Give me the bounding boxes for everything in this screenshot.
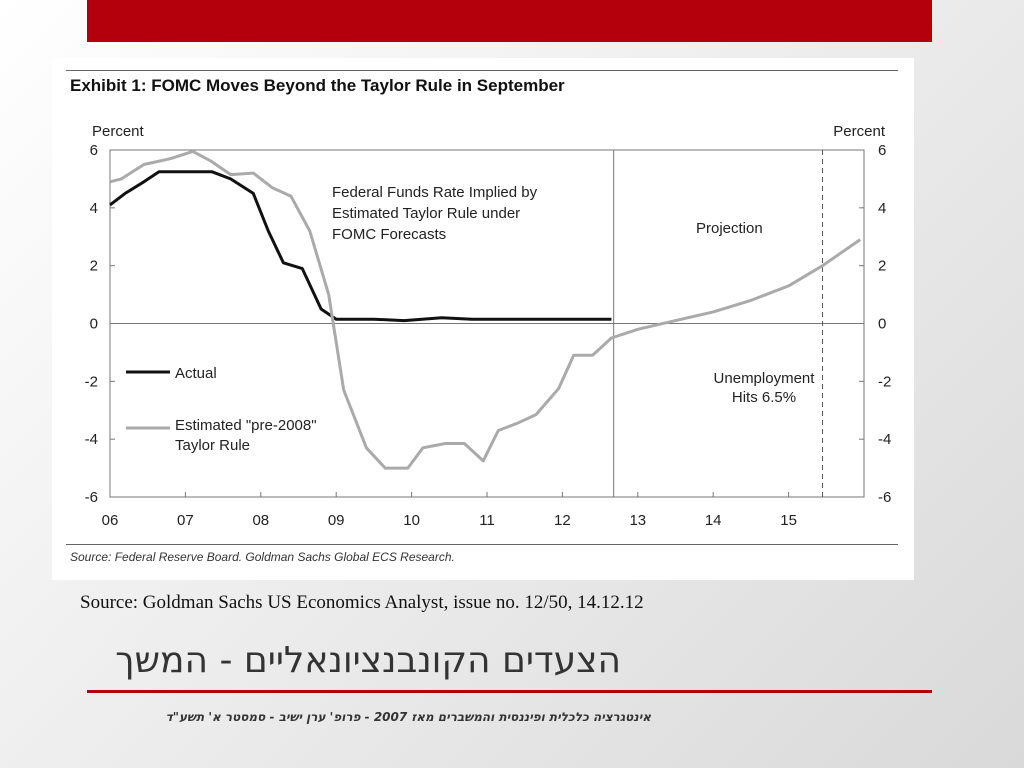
slide-title: הצעדים הקונבנציונאליים - המשך	[115, 640, 621, 681]
y-tick-label-left: -4	[85, 431, 98, 448]
x-tick-label: 11	[479, 512, 495, 529]
x-tick-label: 08	[252, 512, 269, 529]
x-tick-label: 12	[554, 512, 571, 529]
y-axis-label-right: Percent	[833, 123, 886, 140]
annotation-projection: Projection	[696, 220, 763, 237]
annotation-implied-line-1: Federal Funds Rate Implied by	[332, 184, 538, 201]
y-tick-label-left: -6	[85, 489, 98, 506]
y-tick-label-left: -2	[85, 373, 98, 390]
x-tick-label: 14	[705, 512, 722, 529]
y-tick-label-right: -6	[878, 489, 891, 506]
x-tick-label: 15	[780, 512, 797, 529]
slide-source-note: Source: Goldman Sachs US Economics Analy…	[80, 592, 644, 613]
series-line-actual	[109, 170, 612, 323]
slide-footer: אינטגרציה כלכלית ופיננסית והמשברים מאז 2…	[165, 710, 651, 724]
y-tick-label-right: -2	[878, 373, 891, 390]
y-tick-label-left: 6	[90, 142, 98, 159]
x-tick-label: 10	[403, 512, 420, 529]
exhibit-panel: Exhibit 1: FOMC Moves Beyond the Taylor …	[52, 58, 914, 580]
exhibit-top-rule	[66, 70, 898, 71]
legend-estimated-label-line-1: Estimated "pre-2008"	[175, 417, 317, 434]
y-tick-label-right: 0	[878, 316, 886, 333]
y-tick-label-right: 2	[878, 258, 886, 275]
legend-actual-label: Actual	[175, 365, 217, 382]
exhibit-bottom-rule	[66, 544, 898, 545]
annotation-implied-line-3: FOMC Forecasts	[332, 226, 446, 243]
x-tick-label: 06	[102, 512, 119, 529]
x-tick-label: 07	[177, 512, 194, 529]
legend-estimated-label-line-2: Taylor Rule	[175, 437, 250, 454]
top-accent-bar	[87, 0, 932, 42]
exhibit-title: Exhibit 1: FOMC Moves Beyond the Taylor …	[70, 76, 565, 95]
title-underline	[87, 690, 932, 693]
x-tick-label: 09	[328, 512, 345, 529]
y-tick-label-left: 4	[90, 200, 98, 217]
series-line-estimated	[109, 149, 862, 470]
exhibit-source: Source: Federal Reserve Board. Goldman S…	[70, 550, 455, 564]
y-tick-label-left: 2	[90, 258, 98, 275]
fomc-chart: 6 64 42 20 0-2 -2-4 -4-6 -606 07 08 09 10 11 12 13 14 15…	[85, 123, 892, 529]
y-axis-label-left: Percent	[92, 123, 145, 140]
annotation-unemployment-line-2: Hits 6.5%	[732, 389, 796, 406]
annotation-unemployment-line-1: Unemployment	[714, 370, 816, 387]
y-tick-label-right: 6	[878, 142, 886, 159]
y-tick-label-left: 0	[90, 316, 98, 333]
x-tick-label: 13	[629, 512, 646, 529]
annotation-implied-line-2: Estimated Taylor Rule under	[332, 205, 520, 222]
y-tick-label-right: 4	[878, 200, 886, 217]
y-tick-label-right: -4	[878, 431, 891, 448]
